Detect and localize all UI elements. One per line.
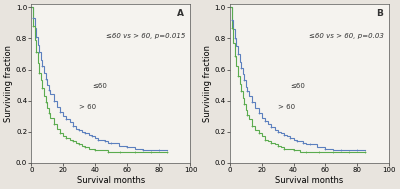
Text: ≤60 vs > 60, p=0.015: ≤60 vs > 60, p=0.015 (106, 33, 186, 39)
Text: A: A (177, 9, 184, 18)
Text: > 60: > 60 (79, 104, 96, 110)
Text: > 60: > 60 (278, 104, 295, 110)
Text: ≤60 vs > 60, p=0.03: ≤60 vs > 60, p=0.03 (310, 33, 384, 39)
Text: ≤60: ≤60 (290, 83, 305, 89)
Text: B: B (376, 9, 383, 18)
Y-axis label: Surviviing fraction: Surviviing fraction (4, 45, 13, 122)
X-axis label: Survival months: Survival months (77, 176, 145, 185)
Text: ≤60: ≤60 (92, 83, 107, 89)
Y-axis label: Surviviing fraction: Surviviing fraction (203, 45, 212, 122)
X-axis label: Survival months: Survival months (276, 176, 344, 185)
